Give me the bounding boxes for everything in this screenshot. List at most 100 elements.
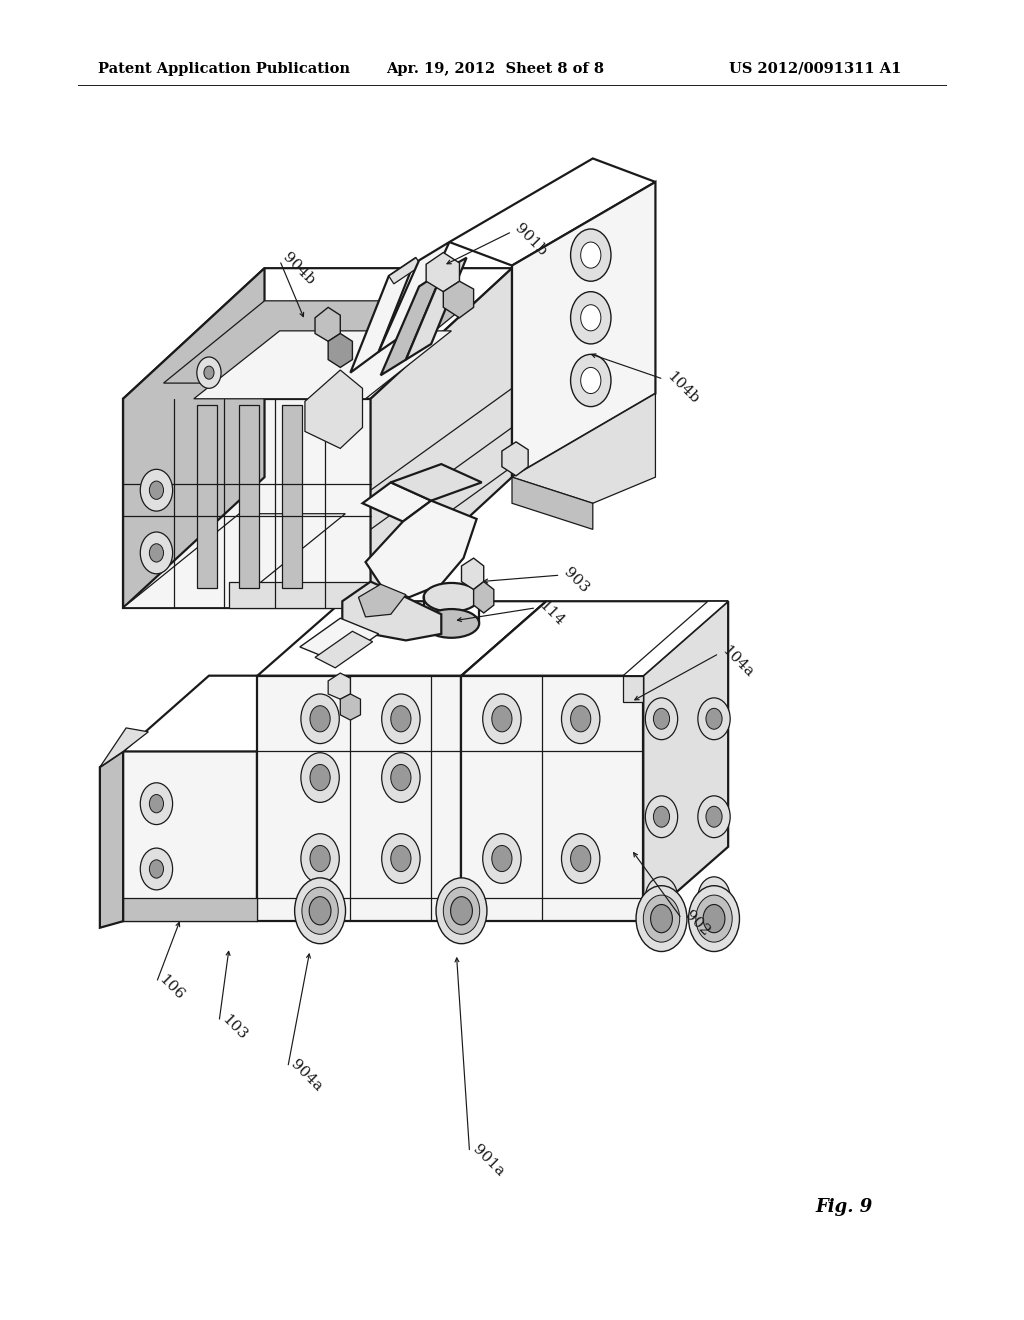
Polygon shape: [300, 618, 379, 663]
Circle shape: [436, 878, 487, 944]
Circle shape: [204, 366, 214, 379]
Polygon shape: [379, 242, 450, 351]
Text: 106: 106: [157, 973, 187, 1003]
Polygon shape: [197, 405, 217, 589]
Circle shape: [140, 847, 173, 890]
Polygon shape: [474, 582, 494, 612]
Circle shape: [698, 698, 730, 739]
Polygon shape: [450, 158, 655, 265]
Text: 901b: 901b: [512, 222, 550, 259]
Circle shape: [301, 752, 339, 803]
Circle shape: [645, 876, 678, 919]
Circle shape: [492, 706, 512, 731]
Polygon shape: [100, 751, 123, 928]
Text: 104b: 104b: [664, 370, 701, 407]
Circle shape: [310, 846, 330, 871]
Ellipse shape: [424, 609, 479, 638]
Circle shape: [140, 532, 173, 574]
Circle shape: [570, 292, 611, 345]
Polygon shape: [240, 405, 259, 589]
Polygon shape: [643, 601, 728, 921]
Circle shape: [197, 356, 221, 388]
Circle shape: [561, 834, 600, 883]
Polygon shape: [512, 393, 655, 503]
Polygon shape: [502, 442, 528, 475]
Polygon shape: [257, 676, 462, 921]
Polygon shape: [443, 281, 474, 318]
Circle shape: [698, 876, 730, 919]
Circle shape: [382, 694, 420, 743]
Circle shape: [140, 783, 173, 825]
Polygon shape: [123, 751, 257, 921]
Circle shape: [581, 242, 601, 268]
Polygon shape: [305, 370, 362, 449]
Polygon shape: [371, 268, 512, 607]
Circle shape: [301, 694, 339, 743]
Polygon shape: [123, 513, 345, 607]
Text: 902: 902: [682, 908, 713, 940]
Circle shape: [570, 846, 591, 871]
Circle shape: [698, 796, 730, 838]
Circle shape: [703, 904, 725, 933]
Text: 114: 114: [537, 598, 567, 628]
Polygon shape: [462, 558, 483, 590]
Text: Fig. 9: Fig. 9: [815, 1199, 872, 1216]
Polygon shape: [123, 268, 512, 399]
Polygon shape: [123, 676, 342, 751]
Polygon shape: [123, 399, 371, 607]
Circle shape: [150, 480, 164, 499]
Circle shape: [482, 834, 521, 883]
Circle shape: [492, 846, 512, 871]
Circle shape: [706, 887, 722, 908]
Text: US 2012/0091311 A1: US 2012/0091311 A1: [729, 62, 901, 75]
Circle shape: [150, 859, 164, 878]
Circle shape: [653, 709, 670, 729]
Ellipse shape: [424, 583, 479, 611]
Polygon shape: [512, 477, 593, 529]
Circle shape: [482, 694, 521, 743]
Polygon shape: [462, 676, 643, 921]
Circle shape: [645, 698, 678, 739]
Circle shape: [301, 834, 339, 883]
Circle shape: [645, 796, 678, 838]
Circle shape: [150, 544, 164, 562]
Polygon shape: [462, 601, 728, 676]
Circle shape: [653, 887, 670, 908]
Circle shape: [570, 706, 591, 731]
Polygon shape: [229, 582, 371, 607]
Polygon shape: [100, 727, 148, 767]
Circle shape: [302, 887, 338, 935]
Text: 904b: 904b: [280, 251, 317, 288]
Circle shape: [696, 895, 732, 942]
Circle shape: [140, 470, 173, 511]
Polygon shape: [358, 585, 406, 616]
Polygon shape: [315, 308, 340, 342]
Circle shape: [636, 886, 687, 952]
Polygon shape: [315, 631, 373, 668]
Text: Apr. 19, 2012  Sheet 8 of 8: Apr. 19, 2012 Sheet 8 of 8: [386, 62, 604, 75]
Polygon shape: [282, 405, 302, 589]
Polygon shape: [462, 601, 547, 921]
Circle shape: [570, 354, 611, 407]
Polygon shape: [366, 500, 476, 598]
Polygon shape: [624, 676, 643, 702]
Polygon shape: [342, 582, 441, 640]
Circle shape: [451, 896, 472, 925]
Polygon shape: [426, 252, 460, 292]
Polygon shape: [164, 301, 472, 383]
Polygon shape: [123, 898, 257, 921]
Text: 904a: 904a: [288, 1057, 325, 1094]
Circle shape: [650, 904, 673, 933]
Circle shape: [443, 887, 479, 935]
Circle shape: [310, 764, 330, 791]
Polygon shape: [406, 257, 467, 359]
Polygon shape: [328, 334, 352, 367]
Circle shape: [570, 228, 611, 281]
Circle shape: [295, 878, 345, 944]
Polygon shape: [362, 482, 431, 521]
Polygon shape: [391, 465, 481, 500]
Text: 103: 103: [219, 1012, 250, 1043]
Circle shape: [382, 752, 420, 803]
Polygon shape: [257, 601, 547, 676]
Text: 104a: 104a: [719, 644, 756, 681]
